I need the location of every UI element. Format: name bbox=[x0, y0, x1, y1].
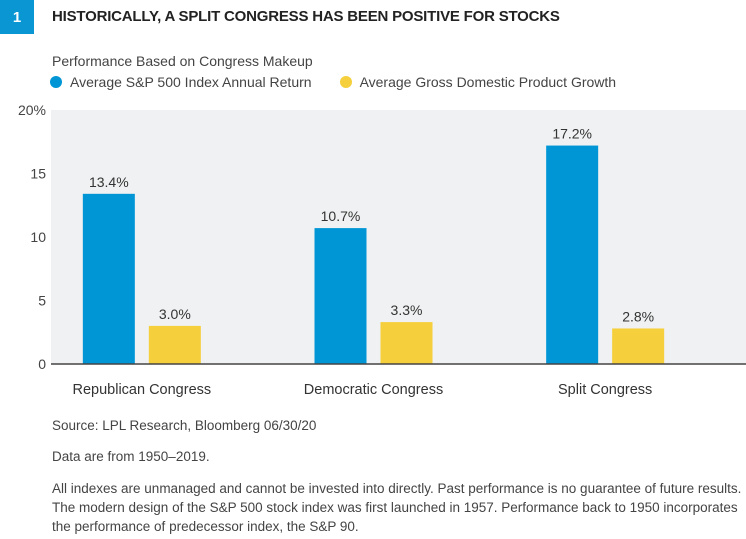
y-tick-label: 5 bbox=[38, 293, 46, 309]
legend: Average S&P 500 Index Annual Return Aver… bbox=[50, 74, 616, 90]
chart-title: HISTORICALLY, A SPLIT CONGRESS HAS BEEN … bbox=[52, 8, 560, 25]
y-tick-label: 15 bbox=[30, 166, 46, 182]
disclaimer: All indexes are unmanaged and cannot be … bbox=[52, 481, 742, 534]
data-label: 17.2% bbox=[552, 126, 592, 142]
data-label: 13.4% bbox=[89, 174, 129, 190]
legend-label: Average Gross Domestic Product Growth bbox=[359, 74, 617, 90]
data-note: Data are from 1950–2019. bbox=[52, 449, 210, 464]
figure-number-badge: 1 bbox=[0, 0, 34, 34]
bar bbox=[612, 328, 665, 364]
bar bbox=[380, 322, 433, 364]
bar bbox=[148, 325, 201, 364]
y-tick-label: 20% bbox=[18, 102, 46, 118]
data-label: 10.7% bbox=[321, 208, 361, 224]
legend-dot-yellow bbox=[339, 76, 352, 88]
data-label: 2.8% bbox=[622, 308, 654, 324]
x-tick-label: Split Congress bbox=[558, 382, 652, 398]
y-tick-label: 10 bbox=[30, 229, 46, 245]
y-tick-label: 0 bbox=[38, 356, 46, 372]
plot-area bbox=[51, 110, 746, 364]
legend-item-sp500: Average S&P 500 Index Annual Return bbox=[50, 74, 312, 90]
bar bbox=[546, 145, 599, 364]
data-label: 3.3% bbox=[391, 302, 423, 318]
source-note: Source: LPL Research, Bloomberg 06/30/20 bbox=[52, 418, 317, 433]
x-tick-label: Democratic Congress bbox=[304, 382, 443, 398]
legend-label: Average S&P 500 Index Annual Return bbox=[70, 74, 312, 90]
bar bbox=[82, 193, 135, 364]
chart-subtitle: Performance Based on Congress Makeup bbox=[52, 53, 313, 69]
x-tick-label: Republican Congress bbox=[73, 382, 212, 398]
bar-chart: 0 5 10 15 20% 13.4% 3.0% Republican Congress 10.… bbox=[18, 102, 746, 398]
bar bbox=[314, 228, 367, 364]
legend-dot-blue bbox=[50, 76, 62, 88]
data-label: 3.0% bbox=[159, 306, 191, 322]
legend-item-gdp: Average Gross Domestic Product Growth bbox=[339, 74, 617, 90]
